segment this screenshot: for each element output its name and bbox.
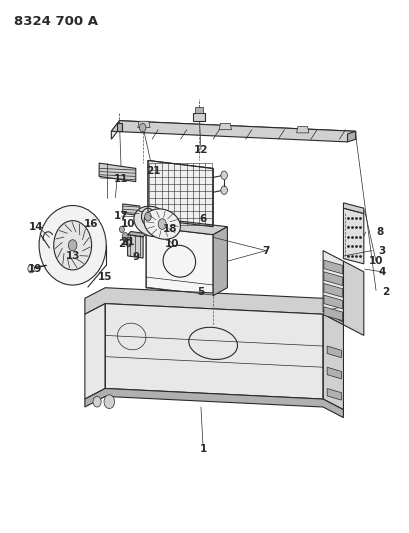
Circle shape (68, 240, 77, 251)
Ellipse shape (144, 209, 180, 239)
Text: 12: 12 (193, 145, 208, 155)
Text: 13: 13 (65, 251, 80, 261)
Text: 17: 17 (114, 211, 128, 221)
Text: 15: 15 (98, 272, 112, 282)
Polygon shape (343, 208, 363, 264)
Polygon shape (127, 231, 146, 237)
Polygon shape (146, 219, 227, 235)
Text: 16: 16 (83, 219, 98, 229)
Text: 4: 4 (378, 267, 385, 277)
Circle shape (54, 221, 91, 270)
Polygon shape (105, 304, 322, 399)
Circle shape (139, 123, 146, 132)
Polygon shape (213, 227, 227, 296)
Polygon shape (122, 204, 139, 216)
Text: 11: 11 (114, 174, 128, 184)
Polygon shape (322, 314, 343, 410)
Text: 3: 3 (378, 246, 385, 256)
Polygon shape (323, 307, 342, 320)
Circle shape (141, 208, 154, 225)
Circle shape (220, 171, 227, 180)
Polygon shape (137, 121, 150, 127)
Text: 21: 21 (120, 237, 135, 247)
Polygon shape (146, 227, 213, 296)
Ellipse shape (39, 206, 106, 285)
Polygon shape (127, 235, 143, 258)
Polygon shape (323, 272, 342, 286)
Text: 10: 10 (368, 256, 382, 266)
Circle shape (119, 226, 124, 232)
Circle shape (104, 395, 115, 409)
Polygon shape (296, 126, 308, 133)
Polygon shape (47, 233, 62, 257)
Polygon shape (111, 120, 355, 139)
Circle shape (28, 264, 34, 273)
Polygon shape (323, 284, 342, 297)
Ellipse shape (134, 206, 170, 237)
Text: 14: 14 (29, 222, 43, 232)
Circle shape (220, 186, 227, 195)
Text: 8324 700 A: 8324 700 A (13, 14, 97, 28)
Polygon shape (323, 295, 342, 309)
Polygon shape (148, 160, 213, 227)
Circle shape (122, 232, 128, 240)
Text: 19: 19 (27, 264, 42, 274)
Text: 10: 10 (165, 239, 179, 249)
Polygon shape (85, 288, 343, 325)
Text: 10: 10 (120, 219, 135, 229)
Polygon shape (192, 113, 204, 120)
Polygon shape (326, 389, 341, 400)
Polygon shape (323, 260, 342, 274)
Circle shape (158, 219, 166, 229)
Polygon shape (343, 203, 363, 214)
Circle shape (93, 397, 101, 407)
Polygon shape (117, 123, 121, 131)
Polygon shape (322, 251, 343, 322)
Text: 21: 21 (145, 166, 160, 176)
Polygon shape (343, 261, 363, 335)
Text: 8: 8 (375, 227, 383, 237)
Polygon shape (111, 120, 355, 142)
Text: 1: 1 (199, 445, 206, 455)
Polygon shape (85, 304, 105, 399)
Text: 9: 9 (132, 252, 139, 262)
Text: 18: 18 (163, 224, 177, 235)
Polygon shape (326, 367, 341, 379)
Polygon shape (347, 131, 355, 142)
Circle shape (144, 213, 151, 221)
Text: 20: 20 (118, 239, 133, 249)
Text: 7: 7 (262, 246, 269, 256)
Polygon shape (99, 163, 135, 182)
Text: 5: 5 (197, 287, 204, 297)
Polygon shape (219, 123, 231, 130)
Text: 6: 6 (199, 214, 206, 224)
Polygon shape (85, 389, 343, 418)
Polygon shape (194, 108, 202, 113)
Text: 2: 2 (382, 287, 389, 297)
Polygon shape (326, 346, 341, 358)
